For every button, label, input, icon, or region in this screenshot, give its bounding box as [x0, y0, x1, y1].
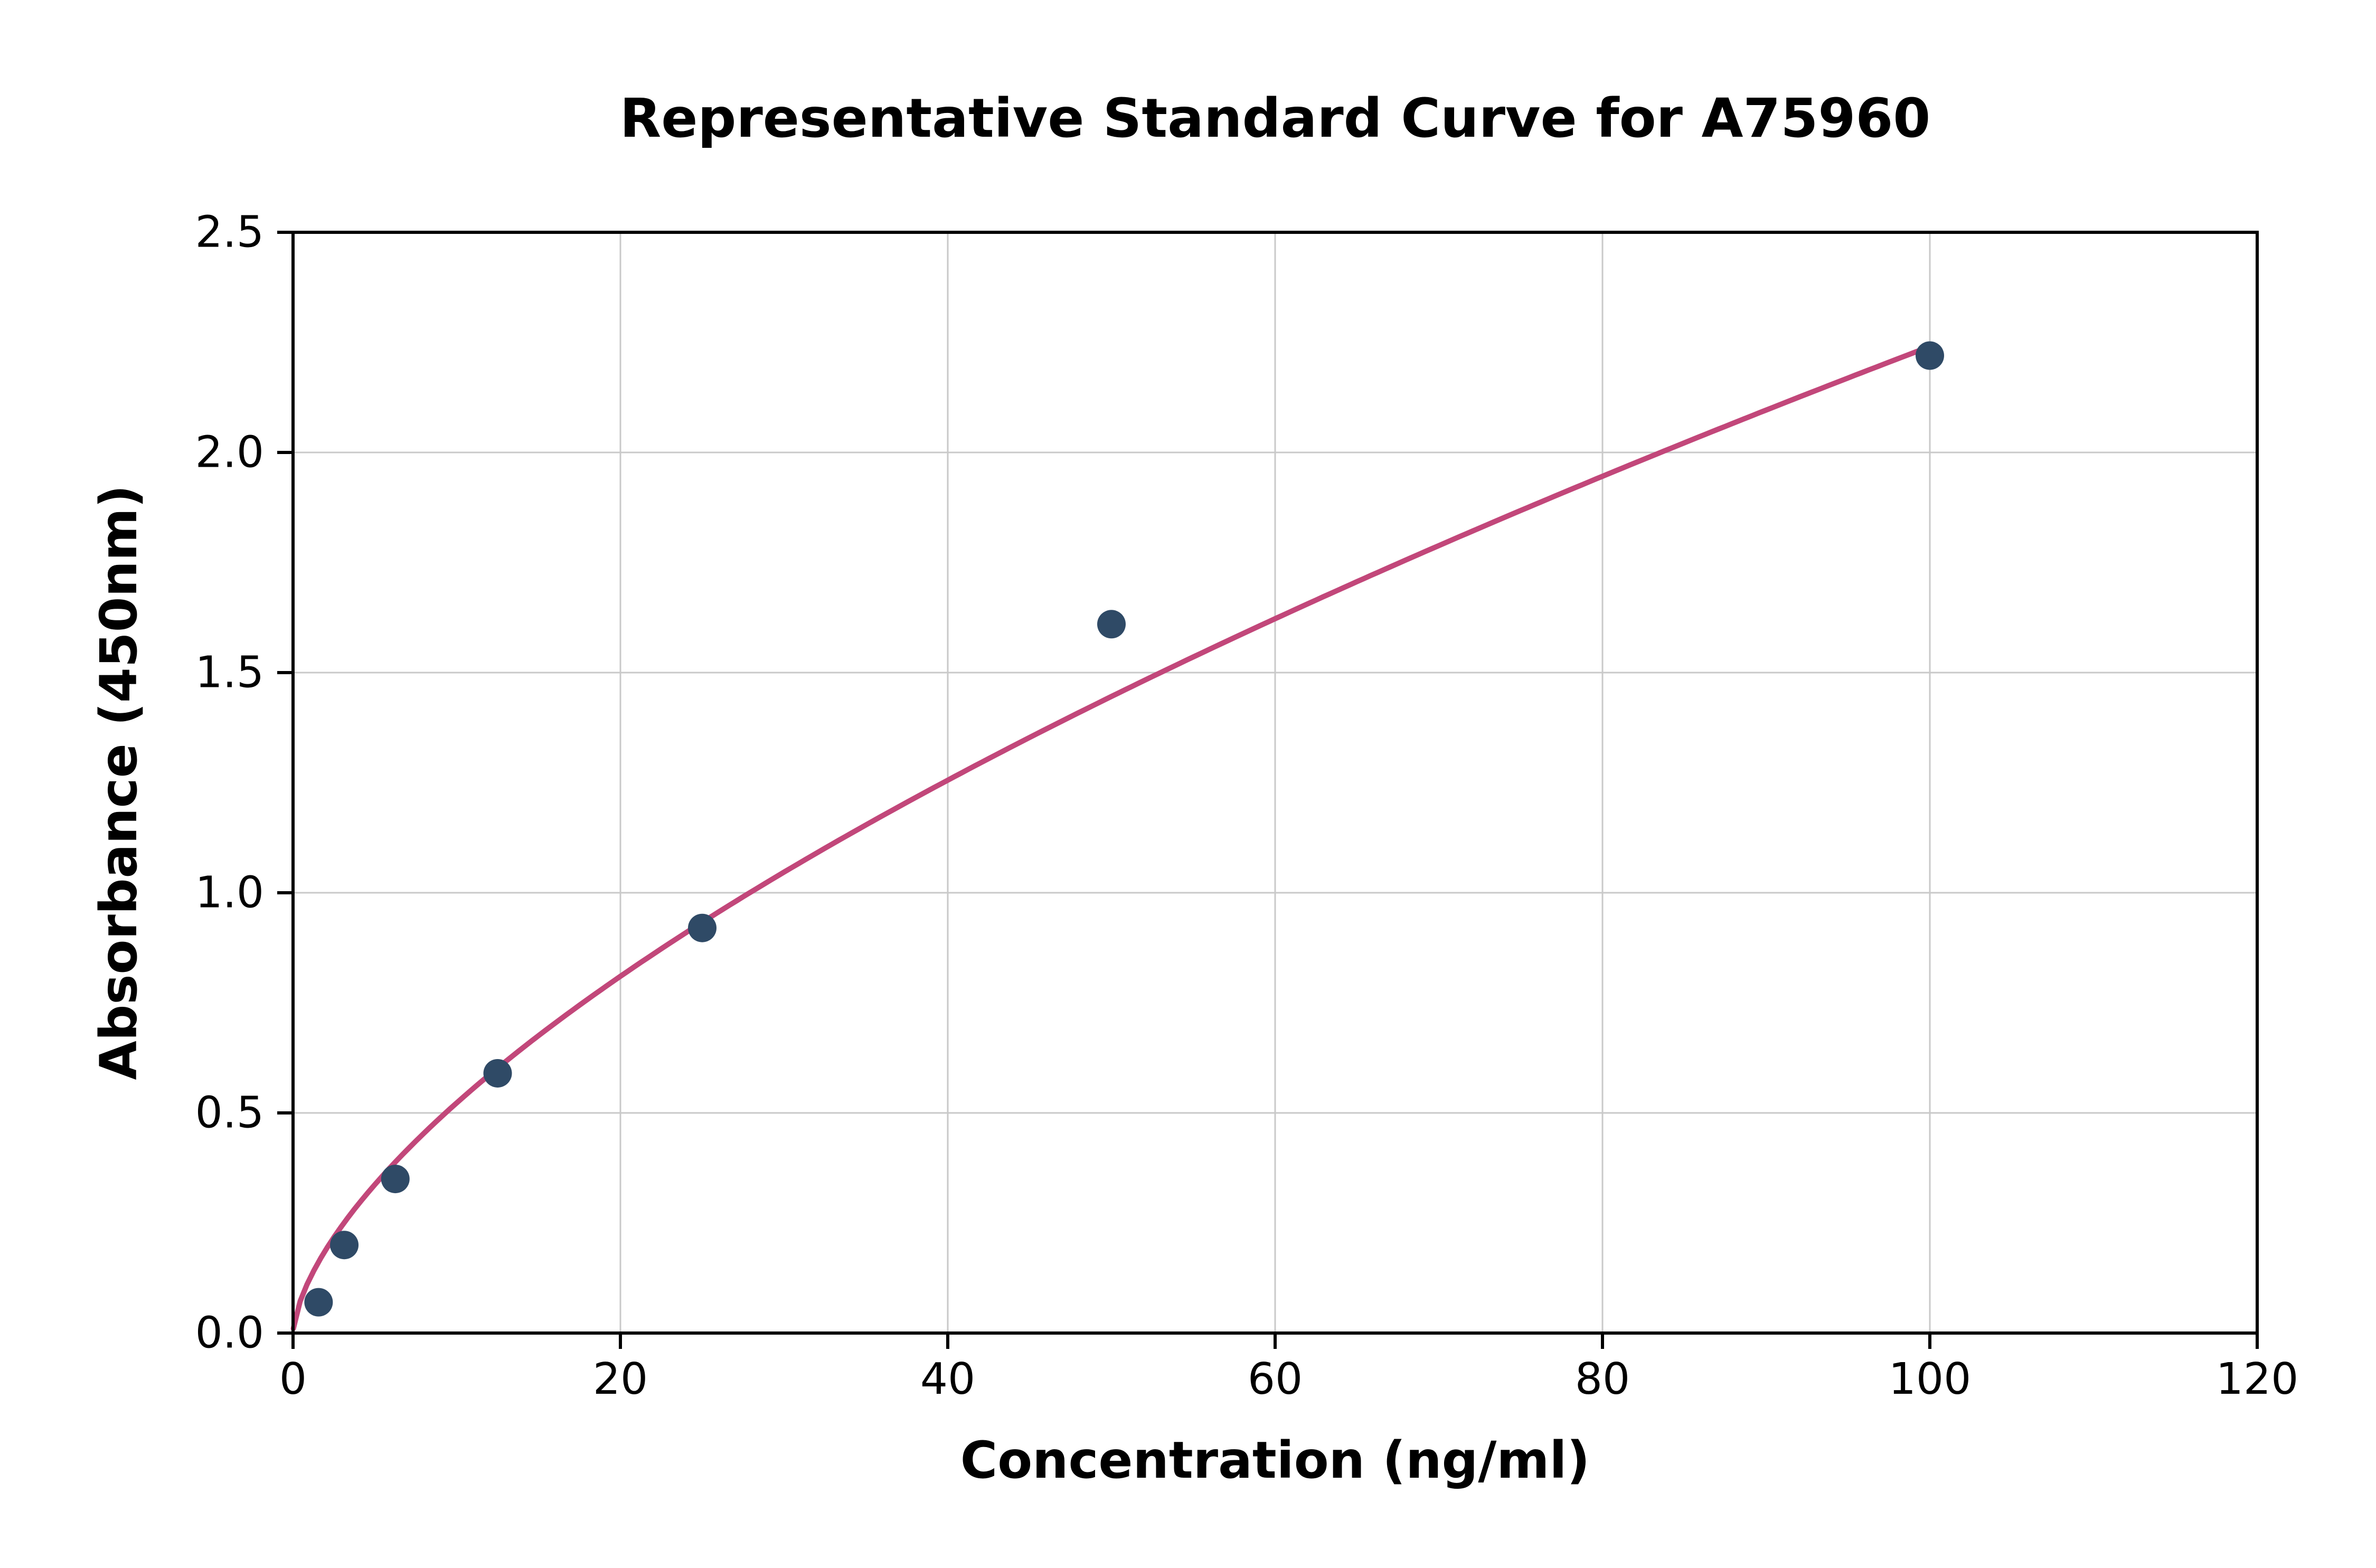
y-tick-label: 2.0	[195, 428, 264, 478]
data-point	[1097, 610, 1126, 639]
tick-marks	[277, 231, 2259, 1349]
y-tick-labels: 0.0 0.5 1.0 1.5 2.0 2.5	[195, 207, 264, 1358]
y-tick-label: 2.5	[195, 207, 264, 258]
y-tick-label: 1.0	[195, 868, 264, 918]
x-tick-label: 120	[2216, 1354, 2299, 1404]
data-point	[688, 913, 716, 942]
chart-title: Representative Standard Curve for A75960	[619, 87, 1931, 150]
y-tick-label: 1.5	[195, 648, 264, 698]
x-tick-label: 100	[1889, 1354, 1972, 1404]
x-tick-label: 60	[1248, 1354, 1303, 1404]
y-tick-label: 0.0	[195, 1308, 264, 1358]
x-axis-label: Concentration (ng/ml)	[960, 1431, 1590, 1490]
fit-curve	[290, 344, 1932, 1331]
data-point	[483, 1059, 512, 1088]
data-point	[330, 1231, 359, 1260]
grid-lines	[292, 231, 2258, 1334]
x-tick-labels: 0 20 40 60 80 100 120	[279, 1354, 2298, 1404]
x-tick-label: 40	[920, 1354, 975, 1404]
x-tick-label: 80	[1575, 1354, 1630, 1404]
data-point	[381, 1165, 410, 1194]
data-points	[304, 341, 1944, 1317]
data-point	[1916, 341, 1944, 370]
x-tick-label: 20	[593, 1354, 648, 1404]
x-tick-label: 0	[279, 1354, 307, 1404]
data-point	[304, 1288, 333, 1317]
y-tick-label: 0.5	[195, 1088, 264, 1138]
